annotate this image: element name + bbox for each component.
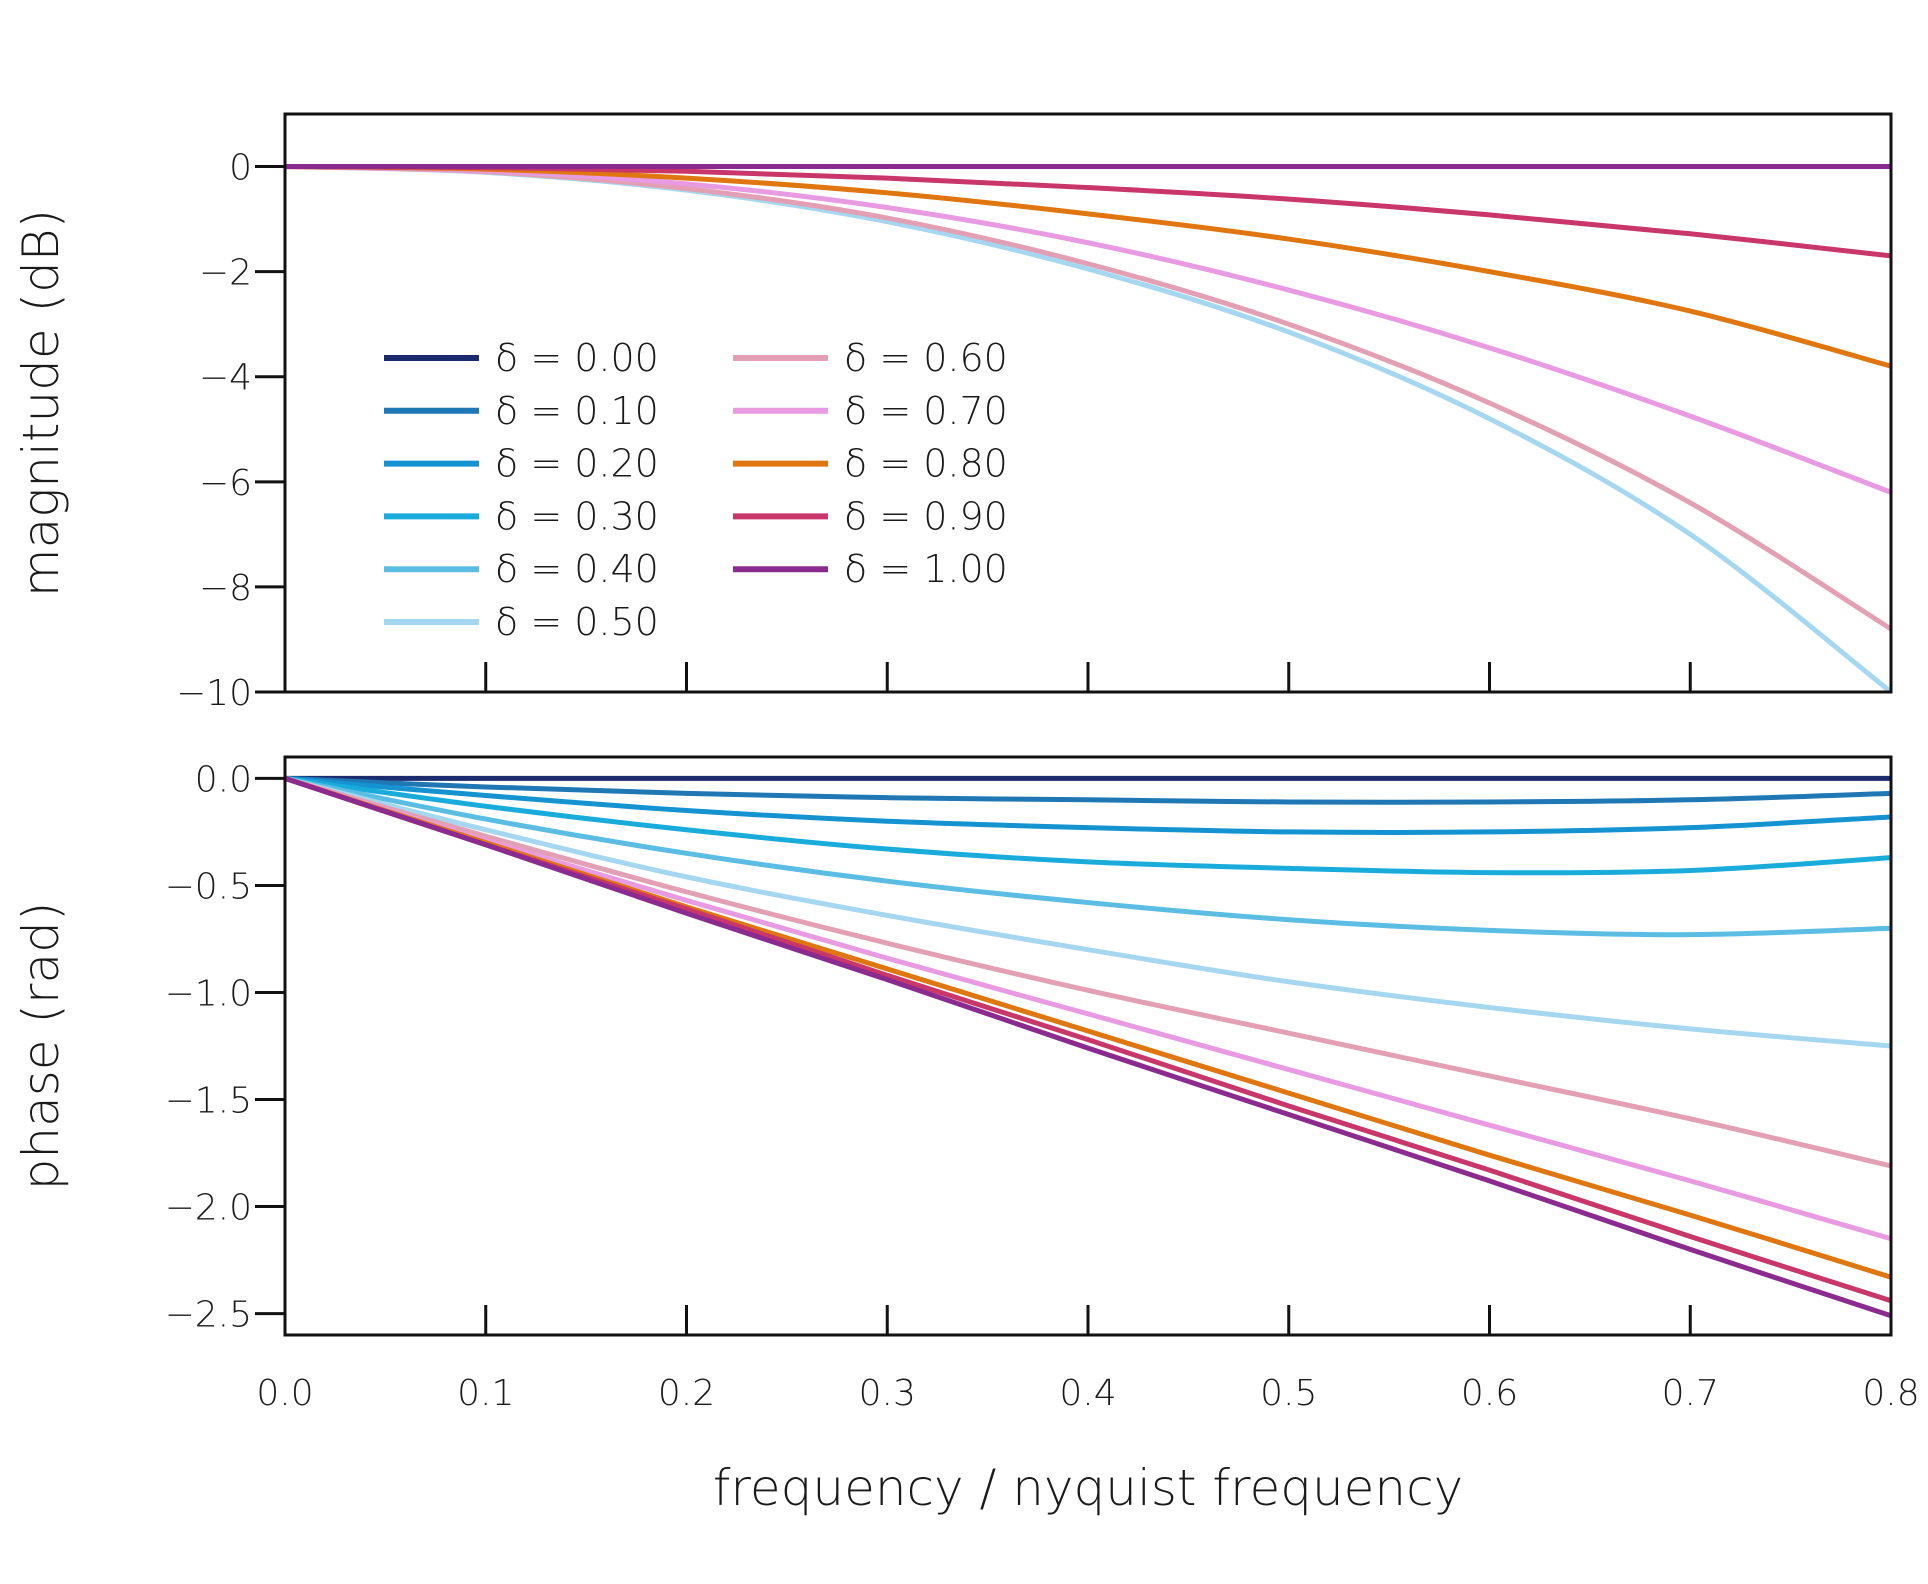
legend-label-5: δ = 0.50 bbox=[495, 600, 659, 644]
phase-x-tick-label: 0.3 bbox=[859, 1373, 916, 1414]
legend-label-7: δ = 0.70 bbox=[844, 389, 1008, 433]
phase-y-ticks: 0.0 −0.5 −1.0 −1.5 −2.0 −2.5 bbox=[165, 759, 285, 1336]
phase-series-line-2 bbox=[285, 775, 1891, 835]
legend-label-0: δ = 0.00 bbox=[495, 336, 659, 380]
magnitude-y-ticks: 0 −2 −4 −6 −8 −10 bbox=[176, 148, 285, 714]
legend-label-2: δ = 0.20 bbox=[495, 442, 659, 486]
magnitude-x-ticks bbox=[484, 662, 1692, 692]
legend-label-3: δ = 0.30 bbox=[495, 494, 659, 538]
magnitude-y-axis-title: magnitude (dB) bbox=[12, 209, 70, 597]
legend-label-1: δ = 0.10 bbox=[495, 389, 659, 433]
legend: δ = 0.00 δ = 0.10 δ = 0.20 δ = 0.30 δ = 0.40… bbox=[384, 336, 1008, 644]
legend-label-8: δ = 0.80 bbox=[844, 442, 1008, 486]
phase-y-axis-title: phase (rad) bbox=[12, 902, 70, 1191]
phase-x-tick-label: 0.4 bbox=[1059, 1373, 1116, 1414]
phase-x-tick-label: 0.5 bbox=[1260, 1373, 1317, 1414]
phase-series-line-5 bbox=[285, 775, 1891, 1049]
phase-x-ticks: 0.0 0.1 0.2 0.3 0.4 0.5 0.6 0.7 0.8 bbox=[256, 1305, 1920, 1414]
phase-panel: 0.0 0.1 0.2 0.3 0.4 0.5 0.6 0.7 0.8 0.0 −0.5 −1.0 −… bbox=[12, 755, 1920, 1517]
phase-series-line-3 bbox=[285, 775, 1891, 876]
phase-y-tick-label: −2.0 bbox=[165, 1188, 252, 1229]
phase-x-tick-label: 0.8 bbox=[1862, 1373, 1919, 1414]
phase-series-line-7 bbox=[285, 775, 1891, 1242]
magnitude-y-tick-label: −10 bbox=[176, 673, 252, 714]
magnitude-series-line-7 bbox=[285, 164, 1891, 495]
phase-series-line-4 bbox=[285, 775, 1891, 938]
x-axis-title: frequency / nyquist frequency bbox=[713, 1459, 1463, 1517]
magnitude-series-group bbox=[285, 164, 1891, 692]
magnitude-panel: 0−2−4−6−8−10 magnitude (dB) δ = 0.00δ = … bbox=[12, 112, 1893, 714]
phase-x-tick-label: 0.7 bbox=[1662, 1373, 1719, 1414]
legend-label-9: δ = 0.90 bbox=[844, 494, 1008, 538]
phase-series-line-10 bbox=[285, 775, 1891, 1319]
phase-y-tick-label: 0.0 bbox=[195, 759, 252, 800]
phase-series-group bbox=[285, 775, 1891, 1319]
magnitude-y-tick-label: −8 bbox=[199, 568, 252, 609]
phase-y-tick-label: −2.5 bbox=[165, 1295, 252, 1336]
magnitude-y-tick-label: −6 bbox=[199, 463, 252, 504]
legend-label-6: δ = 0.60 bbox=[844, 336, 1008, 380]
legend-label-10: δ = 1.00 bbox=[844, 547, 1008, 591]
magnitude-y-tick-label: −2 bbox=[199, 253, 252, 294]
phase-x-tick-label: 0.2 bbox=[658, 1373, 715, 1414]
legend-label-4: δ = 0.40 bbox=[495, 547, 659, 591]
phase-series-line-6 bbox=[285, 775, 1891, 1169]
phase-y-tick-label: −0.5 bbox=[165, 866, 252, 907]
phase-x-tick-label: 0.0 bbox=[256, 1373, 313, 1414]
phase-y-tick-label: −1.5 bbox=[165, 1081, 252, 1122]
magnitude-y-tick-label: 0 bbox=[229, 148, 252, 189]
magnitude-series-line-8 bbox=[285, 164, 1891, 369]
phase-x-tick-label: 0.1 bbox=[457, 1373, 514, 1414]
phase-y-tick-label: −1.0 bbox=[165, 973, 252, 1014]
phase-x-tick-label: 0.6 bbox=[1461, 1373, 1518, 1414]
phase-series-line-1 bbox=[285, 775, 1891, 805]
magnitude-y-tick-label: −4 bbox=[199, 358, 252, 399]
